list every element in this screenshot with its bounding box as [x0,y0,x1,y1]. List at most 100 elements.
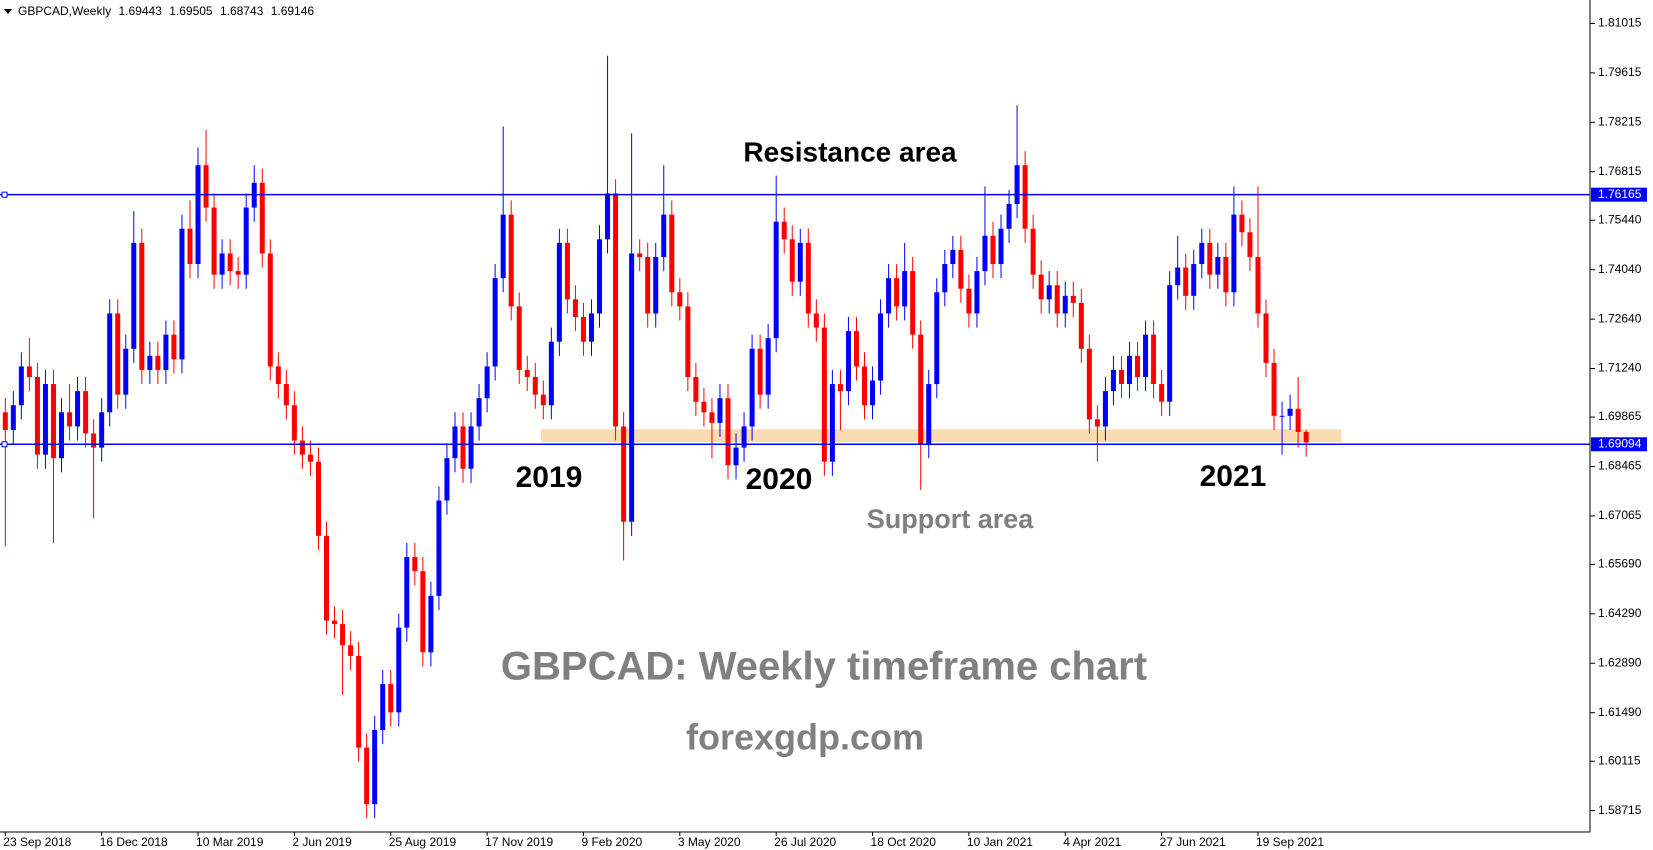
candle-body [195,165,201,265]
candle-body [516,306,522,370]
candle-body [1102,391,1108,427]
x-tick-label: 10 Mar 2019 [196,835,264,849]
candle-body [942,264,948,293]
candle-body [1054,285,1060,314]
candle-body [717,398,723,423]
candle-body [340,624,346,646]
x-tick-label: 18 Oct 2020 [871,835,937,849]
candle-body [1215,256,1221,275]
candle-body [524,369,530,377]
x-tick-label: 27 Jun 2021 [1160,835,1226,849]
candle-body [966,288,972,314]
candle-body [1167,285,1173,402]
candle-body [99,412,105,448]
candle-body [1191,264,1197,296]
y-tick-label: 1.78215 [1598,114,1642,128]
candle-body [597,239,603,314]
candle-body [797,242,803,282]
y-tick-label: 1.81015 [1598,16,1642,30]
candle-body [821,327,827,462]
symbol: GBPCAD,Weekly [18,4,111,18]
candle-body [781,221,787,240]
candle-body [588,313,594,342]
y-tick-label: 1.71240 [1598,361,1642,375]
x-tick-label: 19 Sep 2021 [1256,835,1324,849]
candle-body [709,412,715,423]
candle-body [1231,214,1237,293]
y-tick-label: 1.74040 [1598,262,1642,276]
annotation: 2021 [1200,460,1267,493]
candle-body [918,334,924,445]
candle-body [934,292,940,385]
annotation: GBPCAD: Weekly timeframe chart [501,645,1147,689]
candle-body [556,242,562,342]
candle-body [1078,302,1084,349]
candle-body [845,331,851,392]
y-tick-label: 1.60115 [1598,753,1641,767]
candle-body [661,214,667,257]
candle-body [1279,415,1285,417]
candle-body [1094,419,1100,427]
menu-arrow[interactable] [4,9,12,14]
candle-body [773,221,779,339]
candle-body [837,384,843,392]
candle-body [1030,228,1036,275]
candle-body [1151,334,1157,385]
candle-body [910,271,916,335]
candle-body [733,447,739,466]
candle-body [765,338,771,395]
annotation: 2020 [746,463,813,496]
candle-body [1070,295,1076,303]
candle-body [950,249,956,265]
candle-body [1287,408,1293,416]
y-tick-label: 1.72640 [1598,311,1642,325]
candle-body [725,398,731,466]
chart-header: GBPCAD,Weekly 1.69443 1.69505 1.68743 1.… [18,4,314,18]
candle-body [155,355,161,370]
candle-body [203,165,209,208]
candle-body [436,500,442,596]
candle-body [1175,267,1181,286]
candle-body [131,242,137,349]
candle-body [1014,165,1020,205]
y-tick-label: 1.62890 [1598,655,1642,669]
x-tick-label: 9 Feb 2020 [581,835,642,849]
candle-body [1086,348,1092,420]
candle-body [420,571,426,653]
candle-body [1207,242,1213,275]
candle-body [147,355,153,370]
candle-body [10,405,16,430]
candle-body [219,253,225,275]
candle-body [741,426,747,448]
candle-body [1038,274,1044,300]
candle-body [107,313,113,413]
y-tick-label: 1.68465 [1598,459,1642,473]
candle-body [1303,431,1309,443]
candle-body [685,306,691,377]
candle-body [243,207,249,275]
candle-body [926,384,932,445]
candle-body [139,242,145,370]
support-zone [540,429,1342,442]
candle-body [1127,355,1132,385]
candle-body [998,228,1004,265]
level-label: 1.76165 [1598,187,1642,201]
candle-body [492,278,498,367]
candle-body [404,557,410,628]
x-tick-label: 23 Sep 2018 [3,835,71,849]
candle-body [1006,204,1012,229]
candle-body [1046,285,1052,300]
candle-body [187,228,193,265]
candle-body [829,384,835,462]
candle-body [307,454,313,462]
candle-body [564,242,570,300]
annotation: 2019 [516,461,583,494]
candle-body [572,299,578,317]
level-label: 1.69094 [1598,436,1642,450]
candle-body [283,384,289,406]
ohlc-open: 1.69443 [118,4,162,18]
candle-body [1135,355,1141,377]
candle-body [532,376,538,395]
candle-body [412,557,418,572]
